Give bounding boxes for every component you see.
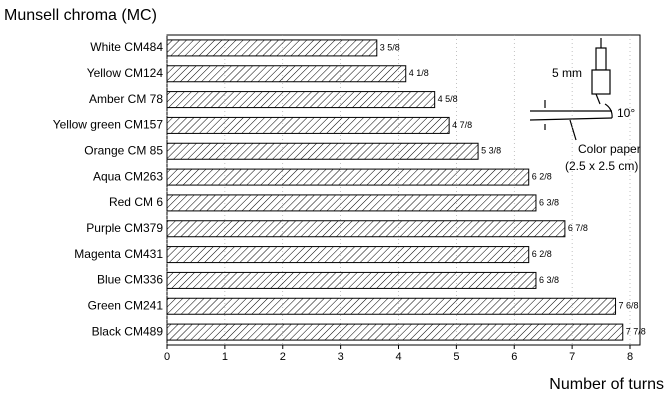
bar xyxy=(166,246,530,264)
annotation: (2.5 x 2.5 cm) xyxy=(565,159,638,173)
value-label: 3 5/8 xyxy=(380,42,400,52)
y-tick-label: Aqua CM263 xyxy=(93,169,163,183)
y-tick-label: Red CM 6 xyxy=(109,195,163,209)
y-tick-label: Yellow CM124 xyxy=(87,66,164,80)
x-tick-label: 5 xyxy=(453,351,459,363)
value-label: 6 2/8 xyxy=(532,171,552,181)
value-label: 4 1/8 xyxy=(409,68,429,78)
annotation: Color paper xyxy=(578,142,641,156)
x-tick-label: 7 xyxy=(569,351,575,363)
value-label: 6 3/8 xyxy=(539,275,559,285)
y-tick-label: Amber CM 78 xyxy=(89,92,163,106)
value-label: 6 2/8 xyxy=(532,249,552,259)
value-label: 7 6/8 xyxy=(619,301,639,311)
value-label: 6 3/8 xyxy=(539,197,559,207)
bar xyxy=(166,220,566,238)
y-tick-label: Yellow green CM157 xyxy=(53,118,164,132)
x-tick-label: 6 xyxy=(511,351,517,363)
value-label: 5 3/8 xyxy=(481,146,501,156)
bar xyxy=(166,142,479,160)
y-tick-label: Green CM241 xyxy=(88,298,164,312)
y-tick-label: Magenta CM431 xyxy=(74,247,163,261)
x-tick-label: 8 xyxy=(627,351,633,363)
inset-diagram xyxy=(529,38,613,141)
chart-title: Munsell chroma (MC) xyxy=(4,7,157,24)
y-tick-label: Black CM489 xyxy=(92,324,164,338)
value-label: 4 5/8 xyxy=(438,94,458,104)
bar xyxy=(166,194,537,212)
y-tick-label: White CM484 xyxy=(90,40,163,54)
bar xyxy=(166,65,407,83)
bar xyxy=(166,168,530,186)
value-label: 4 7/8 xyxy=(452,120,472,130)
y-tick-label: Blue CM336 xyxy=(97,273,163,287)
x-axis-label: Number of turns xyxy=(549,376,664,393)
y-tick-label: Purple CM379 xyxy=(86,221,163,235)
bar xyxy=(166,297,617,315)
annotation: 10° xyxy=(617,106,635,120)
y-tick-label: Orange CM 85 xyxy=(84,143,163,157)
bar xyxy=(166,323,624,341)
bar xyxy=(166,39,378,57)
x-tick-label: 3 xyxy=(338,351,344,363)
x-tick-label: 0 xyxy=(164,351,170,363)
bar xyxy=(166,91,436,109)
annotation: 5 mm xyxy=(552,66,582,80)
value-label: 6 7/8 xyxy=(568,223,588,233)
x-tick-label: 4 xyxy=(395,351,401,363)
x-tick-label: 1 xyxy=(222,351,228,363)
bar xyxy=(166,271,537,289)
plot-frame xyxy=(166,34,641,346)
value-label: 7 7/8 xyxy=(626,326,646,336)
x-tick-label: 2 xyxy=(280,351,286,363)
bar xyxy=(166,116,450,134)
